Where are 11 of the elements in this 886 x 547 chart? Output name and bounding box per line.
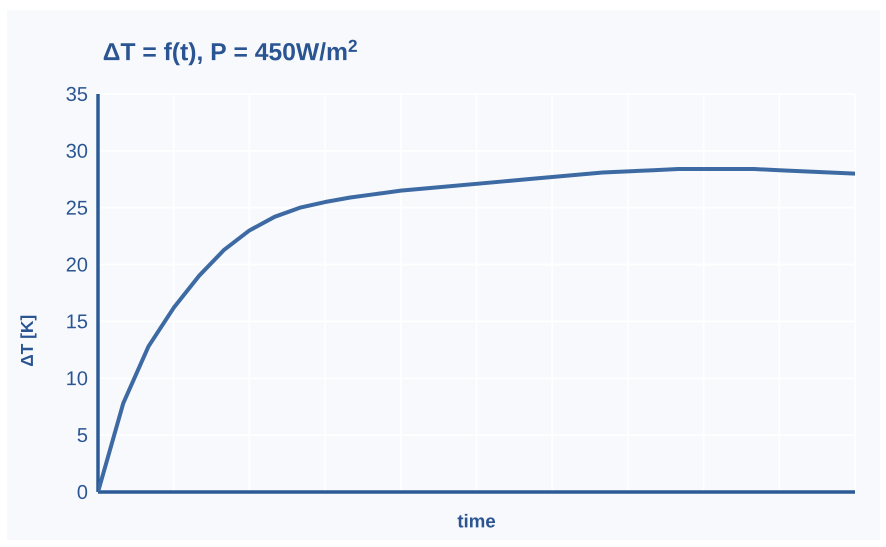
y-tick-label: 10 [67,371,88,386]
y-tick-label: 5 [78,428,88,442]
x-axis-title: time [458,514,496,528]
y-tick-label: 20 [66,257,88,272]
y-tick-label: 25 [66,200,88,215]
y-tick-label: 35 [66,86,88,102]
chart-title: ΔT = f(t), P = 450W/m$^{2}$ [104,40,357,66]
y-tick-label: 0 [78,484,88,500]
y-axis-title: ΔT [K] [20,316,37,366]
y-tick-label: 30 [66,144,88,158]
y-tick-label: 15 [67,314,88,328]
